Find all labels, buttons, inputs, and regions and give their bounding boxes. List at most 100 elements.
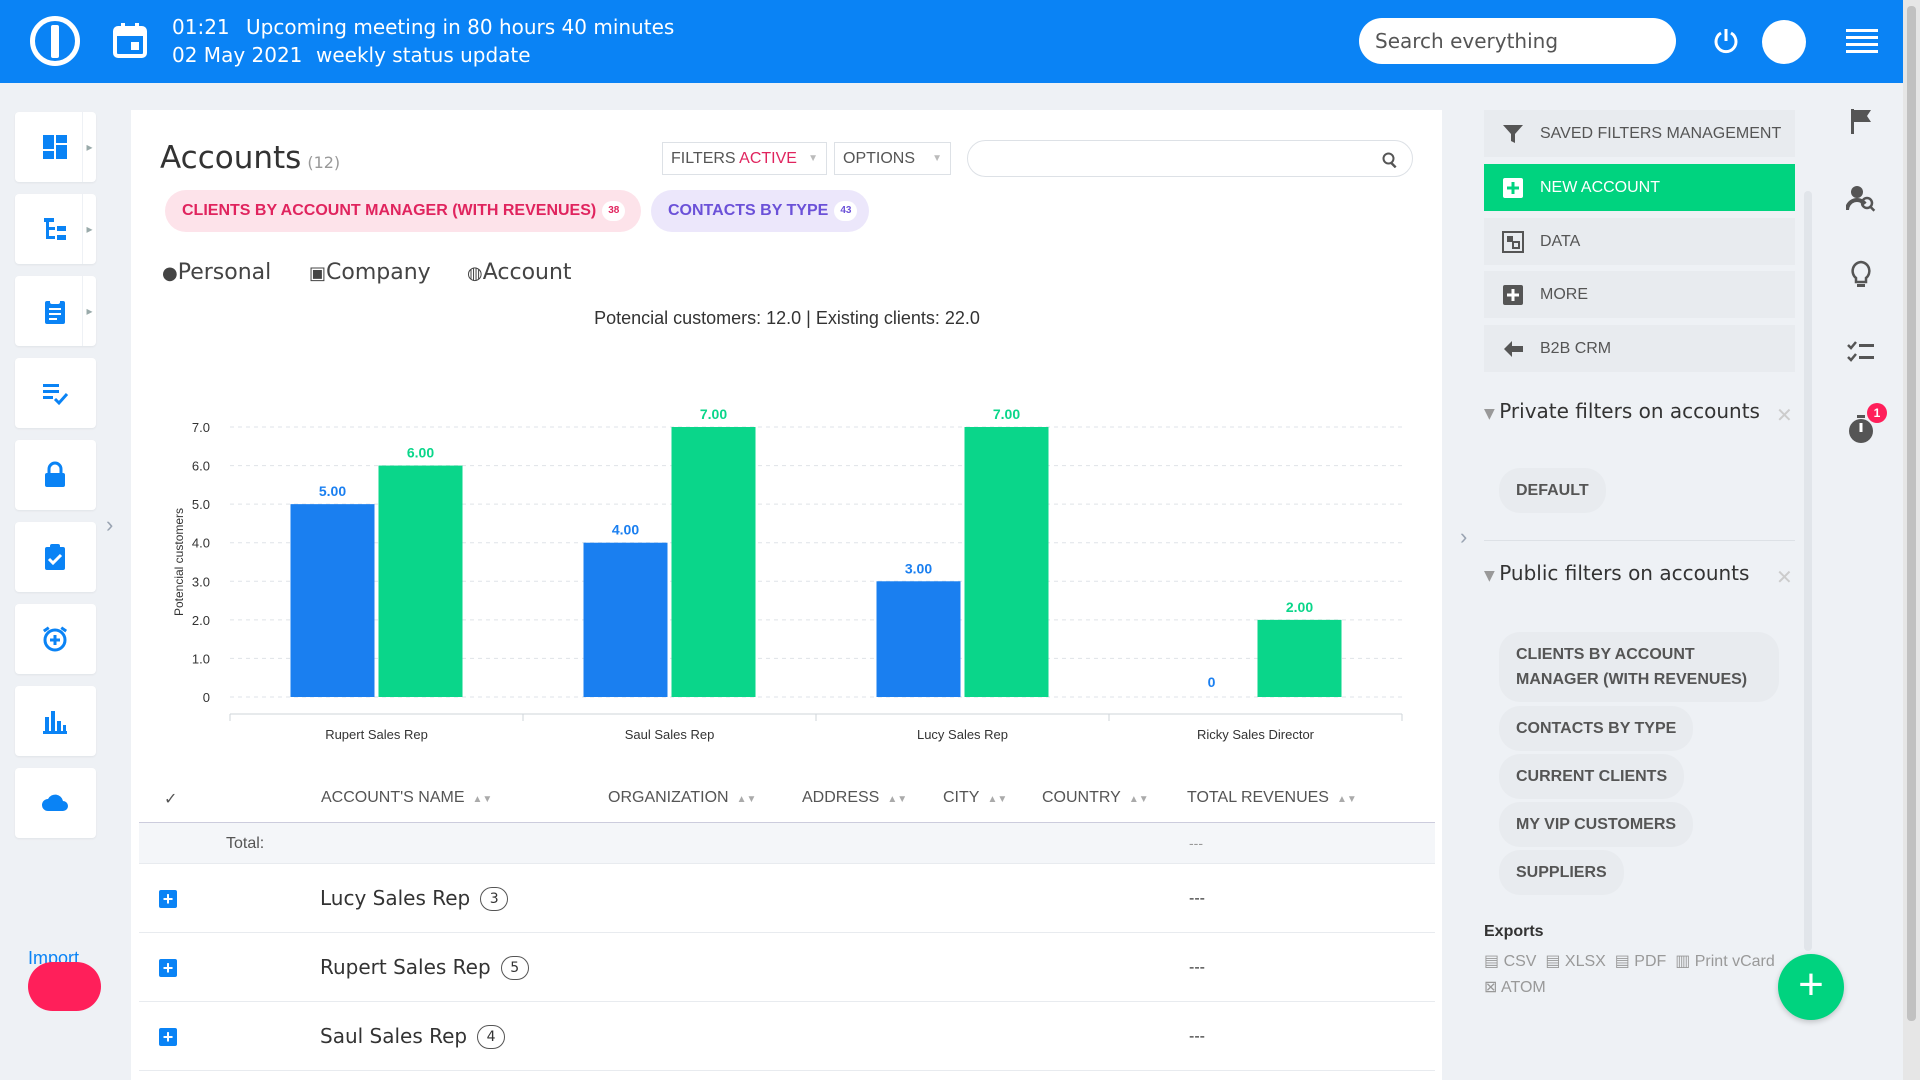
accounts-count: (12) (307, 153, 341, 172)
expand-plus-icon[interactable]: + (159, 890, 177, 908)
public-filter-item[interactable]: SUPPLIERS (1499, 850, 1624, 895)
table-row[interactable]: + Saul Sales Rep 4 --- (139, 1002, 1435, 1071)
building-icon: ▣ (309, 263, 327, 284)
sidebar-hierarchy[interactable]: ▸ (15, 194, 96, 264)
sidebar-lock[interactable] (15, 440, 96, 510)
sidebar-dashboard[interactable]: ▸ (15, 112, 96, 182)
sidebar-checklist[interactable] (15, 522, 96, 592)
private-filters-heading: ▼ Private filters on accounts (1484, 399, 1760, 423)
data-label: 7.00 (993, 406, 1020, 422)
b2b-crm-button[interactable]: B2B CRM (1484, 325, 1795, 372)
expand-plus-icon[interactable]: + (159, 1028, 177, 1046)
user-avatar[interactable] (1762, 20, 1806, 64)
saved-filters-button[interactable]: SAVED FILTERS MANAGEMENT (1484, 110, 1795, 157)
feedback-button[interactable] (28, 962, 101, 1011)
account-name[interactable]: Rupert Sales Rep 5 (320, 955, 529, 980)
public-filter-item[interactable]: MY VIP CUSTOMERS (1499, 802, 1694, 847)
y-tick-label: 5.0 (192, 497, 210, 512)
table-row[interactable]: + Lucy Sales Rep 3 --- (139, 864, 1435, 933)
expand-arrow-icon[interactable]: ▸ (82, 194, 96, 264)
expand-arrow-icon[interactable]: ▸ (82, 112, 96, 182)
search-icon[interactable] (1382, 152, 1398, 168)
caret-down-icon: ▼ (932, 153, 942, 164)
view-account[interactable]: ◍Account (467, 260, 572, 285)
sidebar-tasks[interactable] (15, 358, 96, 428)
private-filter-default[interactable]: DEFAULT (1499, 468, 1606, 513)
sort-icon: ▲▼ (1336, 794, 1357, 805)
sort-icon: ▲▼ (987, 794, 1008, 805)
public-filter-item[interactable]: CURRENT CLIENTS (1499, 754, 1685, 799)
export-pdf[interactable]: ▤ PDF (1614, 953, 1667, 970)
lightbulb-icon[interactable] (1846, 259, 1876, 289)
clipboard-icon (45, 298, 65, 324)
plus-square-icon (1503, 285, 1523, 305)
filter-pill-clients-by-manager[interactable]: CLIENTS BY ACCOUNT MANAGER (WITH REVENUE… (165, 190, 641, 232)
caret-down-icon: ▼ (808, 153, 818, 164)
data-label: 0 (1208, 674, 1216, 690)
data-button[interactable]: DATA (1484, 218, 1795, 265)
exports-list: ▤ CSV ▤ XLSX ▤ PDF ▥ Print vCard ⊠ ATOM (1484, 949, 1775, 1001)
flag-icon[interactable] (1846, 106, 1876, 136)
view-company[interactable]: ▣Company (309, 260, 431, 285)
column-organization[interactable]: ORGANIZATION ▲▼ (608, 789, 757, 806)
sidebar-collapse-icon[interactable]: › (106, 512, 114, 537)
sidebar-clipboard[interactable]: ▸ (15, 276, 96, 346)
public-filter-item[interactable]: CLIENTS BY ACCOUNT MANAGER (WITH REVENUE… (1499, 632, 1779, 702)
data-label: 5.00 (319, 483, 346, 499)
options-dropdown[interactable]: OPTIONS ▼ (834, 142, 951, 175)
stopwatch-icon[interactable] (1846, 414, 1876, 444)
lock-icon (45, 461, 65, 487)
column-total-revenues[interactable]: TOTAL REVENUES ▲▼ (1187, 789, 1357, 806)
bar-existing-clients (671, 427, 756, 697)
table-row[interactable]: + Rupert Sales Rep 5 --- (139, 933, 1435, 1002)
close-icon[interactable]: ✕ (1776, 567, 1793, 589)
expand-plus-icon[interactable]: + (159, 959, 177, 977)
column-city[interactable]: CITY ▲▼ (943, 789, 1008, 806)
power-icon[interactable] (1713, 28, 1739, 54)
sidebar-alarm[interactable] (15, 604, 96, 674)
bar-potencial-customers (876, 581, 961, 697)
export-xlsx[interactable]: ▤ XLSX (1545, 953, 1606, 970)
upcoming-meeting[interactable]: 01:21 Upcoming meeting in 80 hours 40 min… (172, 13, 674, 69)
page-scrollbar[interactable] (1903, 0, 1920, 1080)
select-all-checkbox[interactable]: ✓ (164, 791, 178, 808)
y-tick-label: 4.0 (192, 536, 210, 551)
column-country[interactable]: COUNTRY ▲▼ (1042, 789, 1149, 806)
bar-chart-icon (43, 711, 67, 734)
column-address[interactable]: ADDRESS ▲▼ (802, 789, 908, 806)
view-personal[interactable]: ●Personal (162, 260, 272, 285)
filter-icon: ▼ (1484, 568, 1500, 584)
global-search-input[interactable]: Search everything (1359, 18, 1676, 64)
column-account-name[interactable]: ACCOUNT'S NAME ▲▼ (321, 789, 493, 806)
public-filter-item[interactable]: CONTACTS BY TYPE (1499, 706, 1694, 751)
sort-icon: ▲▼ (1128, 794, 1149, 805)
right-panel-collapse-icon[interactable]: › (1460, 524, 1468, 549)
account-name[interactable]: Lucy Sales Rep 3 (320, 886, 509, 911)
hamburger-menu-icon[interactable] (1846, 29, 1878, 53)
account-name[interactable]: Saul Sales Rep 4 (320, 1024, 506, 1049)
calendar-icon[interactable] (113, 22, 147, 58)
expand-arrow-icon[interactable]: ▸ (82, 276, 96, 346)
filters-dropdown[interactable]: FILTERS ACTIVE ▼ (662, 142, 827, 175)
app-logo[interactable] (30, 16, 80, 66)
data-label: 2.00 (1286, 599, 1313, 615)
accounts-search-input[interactable] (967, 140, 1413, 177)
export-print-vcard[interactable]: ▥ Print vCard (1675, 953, 1775, 970)
globe-icon: ◍ (467, 263, 483, 284)
right-panel-scrollbar[interactable] (1804, 191, 1812, 951)
close-icon[interactable]: ✕ (1776, 405, 1793, 427)
checklist-icon[interactable] (1846, 338, 1876, 368)
sidebar-reports[interactable] (15, 686, 96, 756)
page-scrollbar-thumb[interactable] (1907, 6, 1916, 1021)
user-search-icon[interactable] (1846, 183, 1876, 213)
export-csv[interactable]: ▤ CSV (1484, 953, 1537, 970)
sort-icon: ▲▼ (887, 794, 908, 805)
floating-add-button[interactable]: + (1778, 954, 1844, 1020)
filters-active-label: ACTIVE (739, 150, 797, 167)
export-atom[interactable]: ⊠ ATOM (1484, 979, 1546, 996)
new-account-button[interactable]: NEW ACCOUNT (1484, 164, 1795, 211)
more-button[interactable]: MORE (1484, 271, 1795, 318)
filter-pill-contacts-by-type[interactable]: CONTACTS BY TYPE 43 (651, 190, 869, 232)
public-filters-heading: ▼ Public filters on accounts (1484, 561, 1750, 585)
sidebar-cloud[interactable] (15, 768, 96, 838)
